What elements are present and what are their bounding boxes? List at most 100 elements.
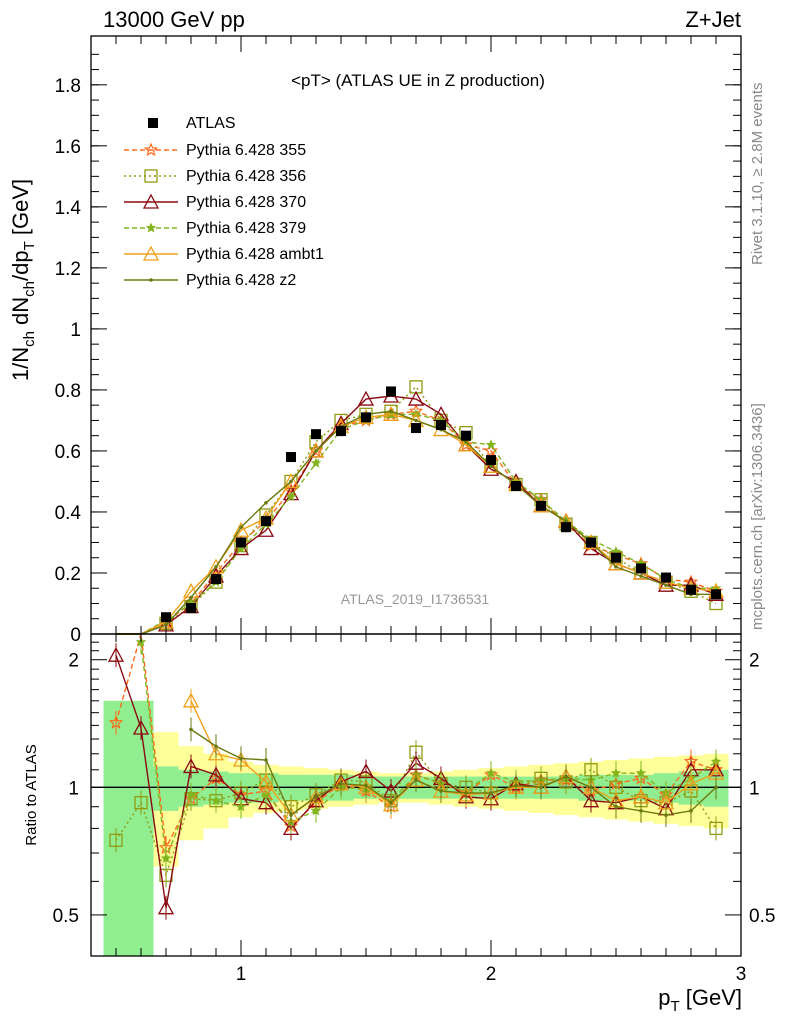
series-point xyxy=(144,169,158,183)
series-point xyxy=(414,418,418,423)
data-point xyxy=(561,522,571,533)
series-point xyxy=(109,833,123,847)
data-point xyxy=(286,452,296,463)
series-point xyxy=(514,783,518,788)
series-point xyxy=(149,278,153,282)
data-point xyxy=(636,563,646,574)
series-point xyxy=(614,565,618,569)
series-point xyxy=(145,222,157,233)
x-axis-label: pT [GeV] xyxy=(658,985,742,1015)
legend-label: Pythia 6.428 355 xyxy=(186,142,306,159)
series-point xyxy=(682,775,700,791)
data-point xyxy=(536,500,546,511)
series-point xyxy=(485,767,497,778)
series-point xyxy=(582,792,600,808)
y-tick-label: 1.4 xyxy=(55,198,82,219)
data-point xyxy=(211,574,221,585)
legend-label: Pythia 6.428 370 xyxy=(186,194,306,211)
series-point xyxy=(185,789,197,800)
series-point xyxy=(483,443,499,458)
x-tick-label: 2 xyxy=(486,964,497,985)
data-point xyxy=(711,589,721,600)
series-point xyxy=(689,809,693,813)
series-point xyxy=(142,193,160,209)
series-point xyxy=(235,801,247,812)
series-point xyxy=(207,558,225,574)
series-point xyxy=(489,791,493,795)
data-point xyxy=(436,420,446,431)
data-point xyxy=(336,426,346,437)
series-point xyxy=(657,576,675,592)
series-point xyxy=(182,692,200,708)
series-point xyxy=(239,756,243,761)
series-point xyxy=(614,804,618,809)
series-point xyxy=(264,758,268,762)
header-left-label: 13000 GeV pp xyxy=(103,7,245,32)
series-point xyxy=(132,719,150,735)
data-point xyxy=(511,481,521,492)
ratio-plot: 1 2 3 0.5 0.5 1 1 2 2 xyxy=(53,633,775,985)
legend-label: Pythia 6.428 379 xyxy=(186,220,306,237)
series-point xyxy=(485,439,497,450)
ratio-band-inner xyxy=(128,700,154,956)
ratio-series-3 xyxy=(135,634,722,871)
header-right-label: Z+Jet xyxy=(685,7,741,32)
series-point xyxy=(157,899,175,915)
chart-title: <pT> (ATLAS UE in Z production) xyxy=(291,71,545,90)
data-point xyxy=(411,423,421,434)
series-point xyxy=(282,820,300,836)
ratio-tick-label-right: 2 xyxy=(749,651,760,672)
legend-label: ATLAS xyxy=(186,115,236,132)
series-point xyxy=(289,813,293,817)
series-point xyxy=(439,789,443,793)
data-point xyxy=(261,516,271,527)
data-point xyxy=(486,455,496,466)
x-tick-label: 1 xyxy=(236,964,247,985)
data-point xyxy=(461,430,471,441)
series-point xyxy=(389,800,393,805)
series-point xyxy=(539,785,543,790)
series-point xyxy=(142,245,160,261)
ratio-series-line xyxy=(190,700,717,817)
data-point xyxy=(161,612,171,623)
series-point xyxy=(307,442,325,458)
series-point xyxy=(310,805,322,816)
series-point xyxy=(564,774,568,779)
series-point xyxy=(264,501,268,505)
y-tick-label: 1.2 xyxy=(55,259,81,280)
legend-marker-atlas xyxy=(148,118,158,128)
series-point xyxy=(610,767,622,778)
series-point xyxy=(384,404,398,418)
series-point xyxy=(635,767,647,778)
series-point xyxy=(214,744,218,749)
data-point xyxy=(311,429,321,440)
series-point xyxy=(664,583,668,587)
series-point xyxy=(364,783,368,788)
series-point xyxy=(282,473,300,489)
y-tick-label: 0.4 xyxy=(55,503,82,524)
data-point xyxy=(586,537,596,548)
ratio-tick-label: 0.5 xyxy=(53,906,79,927)
data-point xyxy=(611,552,621,563)
x-tick-label: 3 xyxy=(736,964,747,985)
series-point xyxy=(407,390,425,406)
data-point xyxy=(386,386,396,397)
ratio-series-line xyxy=(190,728,717,817)
series-point xyxy=(108,715,124,729)
y-tick-label: 0.8 xyxy=(55,381,81,402)
series-point xyxy=(285,491,297,502)
series-point xyxy=(382,405,400,421)
series-point xyxy=(564,519,568,523)
series-point xyxy=(709,821,723,836)
analysis-tag: ATLAS_2019_I1736531 xyxy=(341,591,490,607)
legend-label: Pythia 6.428 z2 xyxy=(186,272,296,289)
series-point xyxy=(189,595,193,600)
legend-label: Pythia 6.428 ambt1 xyxy=(186,246,324,263)
data-point xyxy=(361,412,371,423)
ratio-series-5 xyxy=(189,717,718,828)
series-point xyxy=(482,457,500,473)
series-point xyxy=(289,479,293,484)
series-point xyxy=(210,795,222,806)
y-tick-label: 1 xyxy=(70,320,81,341)
